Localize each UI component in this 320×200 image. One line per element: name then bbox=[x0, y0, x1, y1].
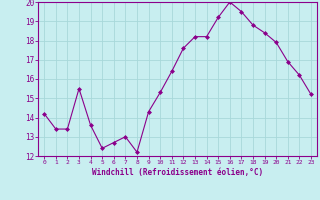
X-axis label: Windchill (Refroidissement éolien,°C): Windchill (Refroidissement éolien,°C) bbox=[92, 168, 263, 177]
